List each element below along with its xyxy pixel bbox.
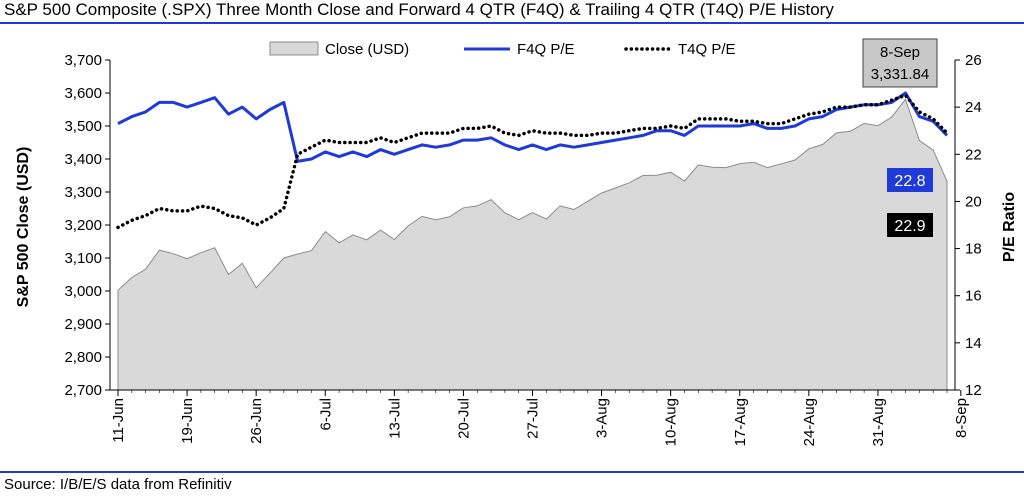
callout-date: 8-Sep (880, 44, 920, 61)
y-left-tick-label: 3,400 (64, 151, 102, 168)
y-left-tick-label: 3,600 (64, 85, 102, 102)
y-left-tick-label: 3,500 (64, 118, 102, 135)
y-left-tick-label: 2,800 (64, 349, 102, 366)
t4q-end-label-text: 22.9 (894, 218, 925, 235)
legend-label-f4q: F4Q P/E (517, 41, 575, 58)
x-tick-label: 13-Jul (386, 398, 403, 439)
f4q-pe-line (117, 91, 949, 163)
legend-label-t4q: T4Q P/E (678, 41, 736, 58)
legend: Close (USD) F4Q P/E T4Q P/E (269, 41, 736, 58)
x-tick-label: 10-Aug (663, 398, 680, 446)
f4q-end-label-text: 22.8 (894, 173, 925, 190)
axes-layer: 2,700 2,800 2,900 3,000 3,100 3,200 3,300 3,400… (64, 52, 981, 446)
callout-value: 3,331.84 (871, 66, 929, 83)
x-tick-label: 26-Jun (248, 398, 265, 444)
y-left-tick-label: 2,700 (64, 382, 102, 399)
y-right-axis-label: P/E Ratio (1001, 192, 1018, 262)
y-right-tick-label: 16 (965, 288, 982, 305)
x-tick-label: 8-Sep (953, 398, 970, 438)
f4q-end-label-box (887, 168, 933, 192)
y-left-tick-label: 3,700 (64, 52, 102, 69)
pe-lines-layer (116, 91, 949, 230)
y-right-tick-label: 12 (965, 382, 982, 399)
y-left-tick-label: 3,100 (64, 250, 102, 267)
y-left-axis-label: S&P 500 Close (USD) (15, 147, 32, 308)
close-area-series (117, 98, 948, 391)
t4q-pe-line (116, 93, 949, 230)
y-left-tick-label: 2,900 (64, 316, 102, 333)
y-right-tick-label: 14 (965, 335, 982, 352)
x-tick-label: 11-Jun (110, 398, 127, 443)
close-area-layer (117, 98, 948, 391)
f4q-end-label: 22.8 (887, 168, 933, 192)
callout: 8-Sep 3,331.84 (862, 38, 938, 88)
callout-box (862, 38, 938, 88)
y-left-tick-label: 3,000 (64, 283, 102, 300)
legend-swatch-close (269, 41, 319, 56)
source-note: Source: I/B/E/S data from Refinitiv (4, 476, 232, 493)
y-right-tick-label: 24 (965, 99, 982, 116)
y-right-tick-label: 20 (965, 193, 982, 210)
chart-title: S&P 500 Composite (.SPX) Three Month Clo… (4, 0, 834, 19)
t4q-end-label: 22.9 (887, 213, 933, 237)
t4q-end-label-box (887, 213, 933, 237)
y-right-tick-label: 18 (965, 241, 982, 258)
x-tick-label: 20-Jul (455, 398, 472, 439)
x-tick-label: 19-Jun (179, 398, 196, 444)
x-tick-label: 24-Aug (801, 398, 818, 446)
x-tick-label: 31-Aug (870, 398, 887, 446)
y-left-tick-label: 3,300 (64, 184, 102, 201)
x-tick-label: 6-Jul (317, 398, 334, 431)
x-tick-label: 27-Jul (525, 398, 542, 439)
y-right-tick-label: 26 (965, 52, 982, 69)
legend-label-close: Close (USD) (325, 41, 409, 58)
y-left-tick-label: 3,200 (64, 217, 102, 234)
x-tick-label: 17-Aug (732, 398, 749, 446)
y-right-tick-label: 22 (965, 146, 982, 163)
x-tick-label: 3-Aug (594, 398, 611, 438)
